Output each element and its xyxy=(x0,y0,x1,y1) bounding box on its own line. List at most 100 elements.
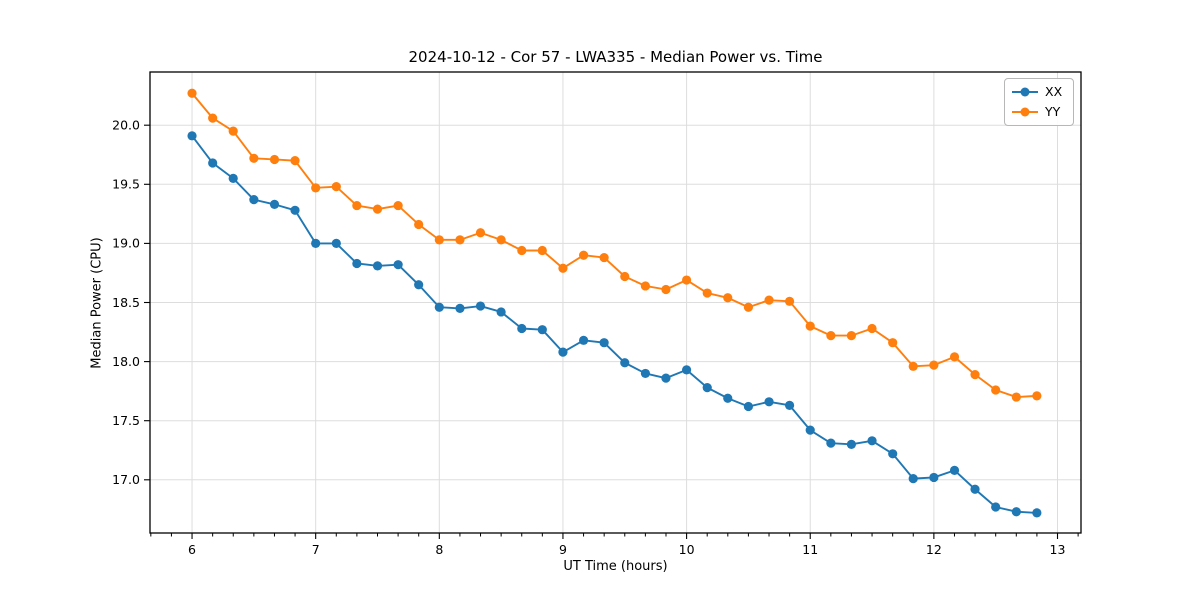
data-point-YY xyxy=(208,113,218,123)
data-point-XX xyxy=(929,472,939,483)
data-point-XX xyxy=(599,338,609,348)
x-axis-label: UT Time (hours) xyxy=(563,559,668,574)
data-point-YY xyxy=(269,154,280,165)
data-point-YY xyxy=(290,156,300,166)
data-point-XX xyxy=(908,474,918,484)
data-point-XX xyxy=(517,323,527,334)
data-point-XX xyxy=(579,335,589,345)
data-point-YY xyxy=(681,275,692,285)
data-point-YY xyxy=(434,235,444,245)
y-tick-label: 17.0 xyxy=(112,472,140,487)
data-point-XX xyxy=(249,195,259,205)
data-point-XX xyxy=(228,173,238,183)
data-point-XX xyxy=(888,449,898,459)
data-point-YY xyxy=(867,323,877,334)
legend-line-marker-icon xyxy=(1012,107,1038,117)
x-tick-label: 7 xyxy=(312,542,320,557)
legend-line-marker-icon xyxy=(1012,87,1038,97)
chart-title: 2024-10-12 - Cor 57 - LWA335 - Median Po… xyxy=(408,48,823,66)
data-point-YY xyxy=(599,252,609,263)
data-point-XX xyxy=(620,358,630,368)
data-point-YY xyxy=(743,302,754,312)
data-point-XX xyxy=(743,401,754,412)
data-point-YY xyxy=(929,360,939,370)
data-point-XX xyxy=(661,373,671,383)
data-point-YY xyxy=(249,153,259,163)
legend-item-yy: YY xyxy=(1012,104,1065,120)
data-point-YY xyxy=(517,245,527,256)
data-point-YY xyxy=(991,385,1001,395)
plot-border xyxy=(149,71,1082,534)
data-point-YY xyxy=(826,331,836,341)
legend-item-xx: XX xyxy=(1012,84,1065,100)
data-point-XX xyxy=(558,347,568,357)
data-point-YY xyxy=(579,250,589,260)
legend: XX YY xyxy=(1004,78,1074,126)
data-point-XX xyxy=(702,383,712,393)
x-tick-label: 9 xyxy=(559,542,567,557)
x-tick-label: 10 xyxy=(679,542,695,557)
y-tick-label: 18.5 xyxy=(112,295,140,310)
data-point-YY xyxy=(372,204,383,214)
data-point-XX xyxy=(290,205,300,215)
data-point-XX xyxy=(393,260,403,270)
data-point-XX xyxy=(846,439,857,449)
data-point-YY xyxy=(661,284,671,295)
data-point-YY xyxy=(784,296,795,306)
data-point-XX xyxy=(475,301,486,311)
data-point-XX xyxy=(826,438,836,448)
legend-label: YY xyxy=(1045,103,1061,119)
data-point-XX xyxy=(764,397,774,407)
data-point-YY xyxy=(908,361,918,371)
data-point-YY xyxy=(331,182,341,192)
data-point-XX xyxy=(187,131,197,141)
data-point-YY xyxy=(475,228,486,238)
data-point-YY xyxy=(455,235,465,245)
data-point-XX xyxy=(1011,507,1021,517)
series-line-XX xyxy=(191,135,1037,514)
data-point-XX xyxy=(723,393,733,403)
data-point-XX xyxy=(949,465,960,475)
data-point-XX xyxy=(414,280,424,290)
x-tick-label: 6 xyxy=(188,542,196,557)
x-tick-label: 8 xyxy=(435,542,443,557)
data-point-YY xyxy=(846,331,857,341)
data-point-XX xyxy=(867,436,877,446)
data-point-YY xyxy=(537,245,547,256)
data-point-XX xyxy=(269,199,280,209)
data-point-XX xyxy=(208,158,218,168)
data-point-YY xyxy=(764,295,774,305)
data-point-XX xyxy=(496,307,506,317)
data-point-XX xyxy=(331,238,341,248)
legend-label: XX xyxy=(1045,83,1063,99)
x-tick-label: 12 xyxy=(926,542,942,557)
data-point-XX xyxy=(352,258,362,269)
y-tick-label: 19.5 xyxy=(112,177,140,192)
data-point-XX xyxy=(372,261,383,271)
data-point-YY xyxy=(311,183,321,193)
data-point-YY xyxy=(393,200,403,211)
data-point-YY xyxy=(805,321,815,331)
data-point-YY xyxy=(620,271,630,282)
y-tick-label: 19.0 xyxy=(112,236,140,251)
data-point-YY xyxy=(1011,392,1021,402)
data-point-YY xyxy=(352,200,362,211)
x-tick-label: 13 xyxy=(1050,542,1066,557)
data-point-YY xyxy=(558,263,568,273)
data-point-XX xyxy=(681,365,692,375)
data-point-YY xyxy=(1032,391,1042,401)
data-point-XX xyxy=(805,425,815,435)
x-tick-label: 11 xyxy=(802,542,818,557)
data-point-XX xyxy=(455,303,465,314)
data-point-YY xyxy=(949,352,960,362)
data-point-XX xyxy=(311,238,321,248)
data-point-YY xyxy=(187,88,197,98)
data-point-YY xyxy=(723,293,733,303)
data-point-XX xyxy=(784,400,795,410)
data-point-YY xyxy=(888,338,898,348)
data-point-XX xyxy=(640,368,651,379)
data-point-YY xyxy=(414,219,424,230)
data-point-XX xyxy=(970,484,980,494)
data-point-YY xyxy=(970,370,980,380)
